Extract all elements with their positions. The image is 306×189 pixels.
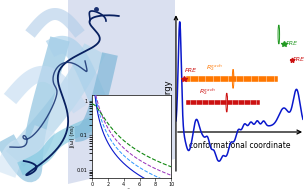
Text: $R_2^{exch}$: $R_2^{exch}$ [199, 86, 216, 97]
Polygon shape [68, 0, 175, 184]
Polygon shape [25, 8, 85, 38]
Polygon shape [17, 105, 116, 175]
Text: PRE: PRE [185, 67, 197, 73]
X-axis label: ω (10⁹ rad / s): ω (10⁹ rad / s) [112, 188, 151, 189]
Polygon shape [4, 66, 87, 113]
Text: PRE: PRE [286, 42, 298, 46]
Polygon shape [0, 36, 70, 182]
Polygon shape [75, 52, 118, 142]
Polygon shape [0, 125, 55, 178]
FancyBboxPatch shape [186, 76, 278, 82]
Polygon shape [6, 43, 106, 167]
Polygon shape [46, 36, 121, 136]
FancyBboxPatch shape [186, 100, 260, 105]
Text: energy: energy [164, 80, 173, 109]
Y-axis label: J(ω) (ns): J(ω) (ns) [70, 125, 75, 148]
Text: PRE: PRE [293, 57, 305, 62]
Text: $R_2^{exch}$: $R_2^{exch}$ [206, 63, 222, 73]
Text: conformational coordinate: conformational coordinate [189, 141, 291, 150]
